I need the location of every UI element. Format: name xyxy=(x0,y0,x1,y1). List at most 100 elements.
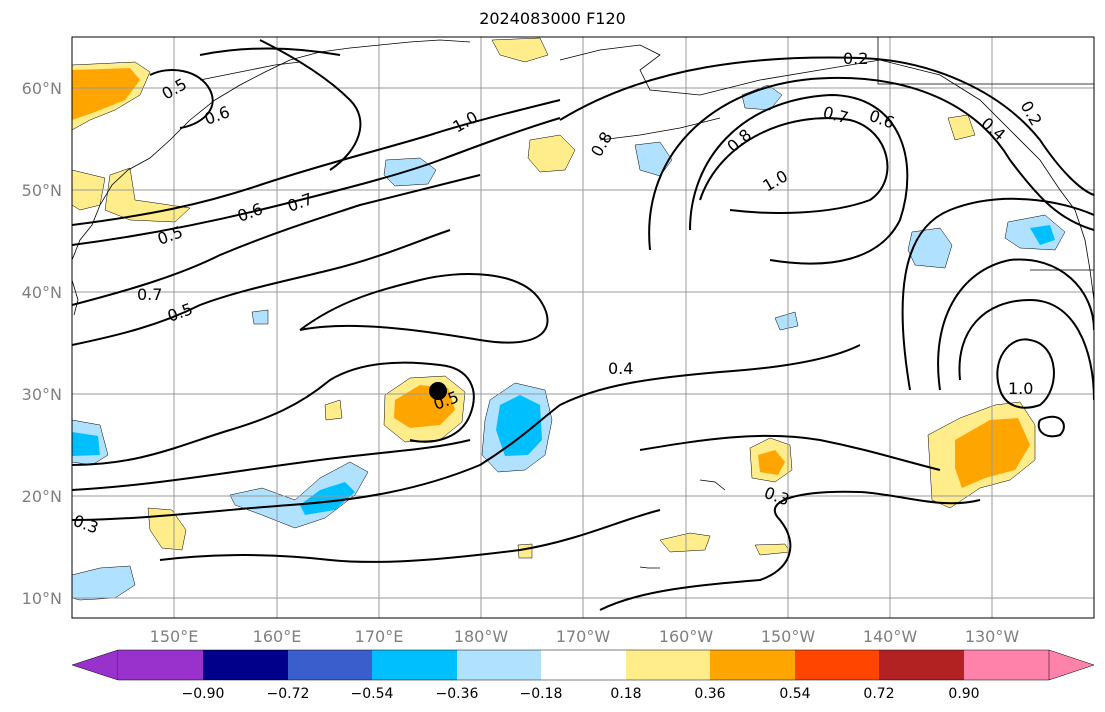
contour-0-3-west xyxy=(72,439,471,491)
contour-label-group: 0.2 0.2 0.3 0.4 0.5 0.5 0.5 0.6 0.6 0.6 … xyxy=(71,49,1046,537)
shade-lightblue xyxy=(741,84,783,111)
lon-tick-labels: 150°E 160°E 170°E 180°W 170°W 160°W 150°… xyxy=(150,627,1020,646)
coast-kamchatka xyxy=(199,61,301,81)
colorbar: −0.90 −0.72 −0.54 −0.36 −0.18 0.18 0.36 … xyxy=(71,649,1095,702)
contour-label: 0.6 xyxy=(235,199,265,226)
contour-label: 1.0 xyxy=(450,107,482,136)
contour-0-9-ne xyxy=(958,298,1094,401)
lon-tick-label: 160°E xyxy=(253,627,302,646)
colorbar-segment xyxy=(964,650,1049,680)
contour-0-8-ne xyxy=(937,258,1094,391)
lat-tick-label: 20°N xyxy=(22,487,62,506)
colorbar-segment xyxy=(626,650,710,680)
colorbar-segment xyxy=(118,650,203,680)
contour-label: 0.4 xyxy=(977,114,1009,145)
shade-yellow xyxy=(491,37,549,63)
shade-lightblue xyxy=(72,565,136,601)
contour-label: 0.6 xyxy=(202,102,232,129)
contour-0-4 xyxy=(72,344,861,521)
storm-center-marker xyxy=(429,382,447,400)
shade-yellow xyxy=(324,399,343,421)
lat-tick-label: 50°N xyxy=(22,181,62,200)
contour-0-4-nw xyxy=(199,47,341,56)
shade-blue xyxy=(1030,225,1055,245)
border-canada xyxy=(877,37,1094,85)
lat-tick-label: 30°N xyxy=(22,385,62,404)
lon-tick-label: 130°W xyxy=(965,627,1020,646)
contour-label: 0.2 xyxy=(1017,98,1046,130)
colorbar-tick-label: 0.54 xyxy=(779,686,810,702)
contour-label: 0.3 xyxy=(71,511,101,538)
shade-yellow xyxy=(527,134,576,173)
lon-tick-label: 170°W xyxy=(556,627,611,646)
contour-label: 0.7 xyxy=(821,103,851,128)
shade-yellow xyxy=(947,114,976,141)
contour-label: 1.0 xyxy=(1008,379,1033,398)
colorbar-segment xyxy=(879,650,964,680)
contour-label: 0.5 xyxy=(159,74,191,103)
contour-0-3 xyxy=(599,490,981,611)
lat-tick-labels: 60°N 50°N 40°N 30°N 20°N 10°N xyxy=(22,79,62,608)
colorbar-tick-label: −0.18 xyxy=(520,686,563,702)
contour-0-6-ring xyxy=(559,56,1094,196)
coast-hawaii-islands xyxy=(699,479,726,491)
contour-0-5-storm xyxy=(72,361,475,466)
colorbar-segment xyxy=(541,650,626,680)
lon-tick-label: 170°E xyxy=(355,627,404,646)
shade-lightblue xyxy=(383,157,437,187)
shade-blue xyxy=(72,432,100,456)
contour-label: 0.5 xyxy=(155,222,185,249)
colorbar-extend-high xyxy=(1048,649,1095,681)
coast-hawaii xyxy=(639,566,660,569)
lat-tick-label: 60°N xyxy=(22,79,62,98)
contour-0-6-nw xyxy=(259,39,362,171)
contour-0-7-ne xyxy=(901,197,1094,391)
shade-orange xyxy=(72,68,140,120)
shade-lightblue xyxy=(907,227,953,269)
shade-yellow xyxy=(104,167,191,223)
lon-tick-label: 150°E xyxy=(150,627,199,646)
colorbar-tick-label: 0.72 xyxy=(863,686,894,702)
colorbar-segment xyxy=(710,650,795,680)
contour-1-0-ne xyxy=(996,338,1055,409)
lon-tick-label: 180°W xyxy=(454,627,509,646)
coast-japan xyxy=(72,279,79,316)
colorbar-tick-label: −0.90 xyxy=(182,686,225,702)
gridlines xyxy=(72,37,1094,618)
contour-0-2 xyxy=(159,509,661,563)
colorbar-tick-label: −0.36 xyxy=(436,686,479,702)
contour-label: 0.3 xyxy=(762,483,792,510)
contour-0-3-mid xyxy=(639,434,941,471)
shade-orange xyxy=(758,450,785,475)
contour-0-5-nw xyxy=(149,69,214,129)
colorbar-segment xyxy=(457,650,541,680)
contour-label: 0.7 xyxy=(137,285,162,304)
contour-0-8-ring xyxy=(689,93,909,265)
colorbar-extend-low xyxy=(71,649,119,681)
contour-0-5-north xyxy=(72,99,561,226)
map-frame xyxy=(71,36,1095,619)
shade-yellow xyxy=(517,543,533,559)
contour-label: 0.2 xyxy=(843,49,868,68)
lat-tick-label: 40°N xyxy=(22,283,62,302)
contour-0-6 xyxy=(72,117,561,246)
colorbar-tick-label: −0.54 xyxy=(351,686,394,702)
coast-asia xyxy=(72,39,471,261)
shade-yellow xyxy=(754,543,791,556)
colorbar-tick-label: 0.36 xyxy=(694,686,725,702)
contour-1-0-small xyxy=(1037,415,1065,438)
contour-lines xyxy=(72,39,1094,611)
contour-0-7 xyxy=(72,174,481,306)
contour-label: 1.0 xyxy=(760,166,792,195)
contour-label: 0.8 xyxy=(723,125,755,156)
shade-yellow xyxy=(659,532,711,553)
shade-yellow xyxy=(147,507,187,551)
colorbar-segment xyxy=(288,650,372,680)
colorbar-tick-label: −0.72 xyxy=(267,686,310,702)
shade-lightblue xyxy=(251,309,269,325)
contour-label: 0.6 xyxy=(867,106,897,133)
lon-tick-label: 150°W xyxy=(761,627,816,646)
contour-0-5 xyxy=(72,229,451,346)
shade-blue xyxy=(300,482,355,515)
contour-1-0-ring xyxy=(699,117,889,214)
